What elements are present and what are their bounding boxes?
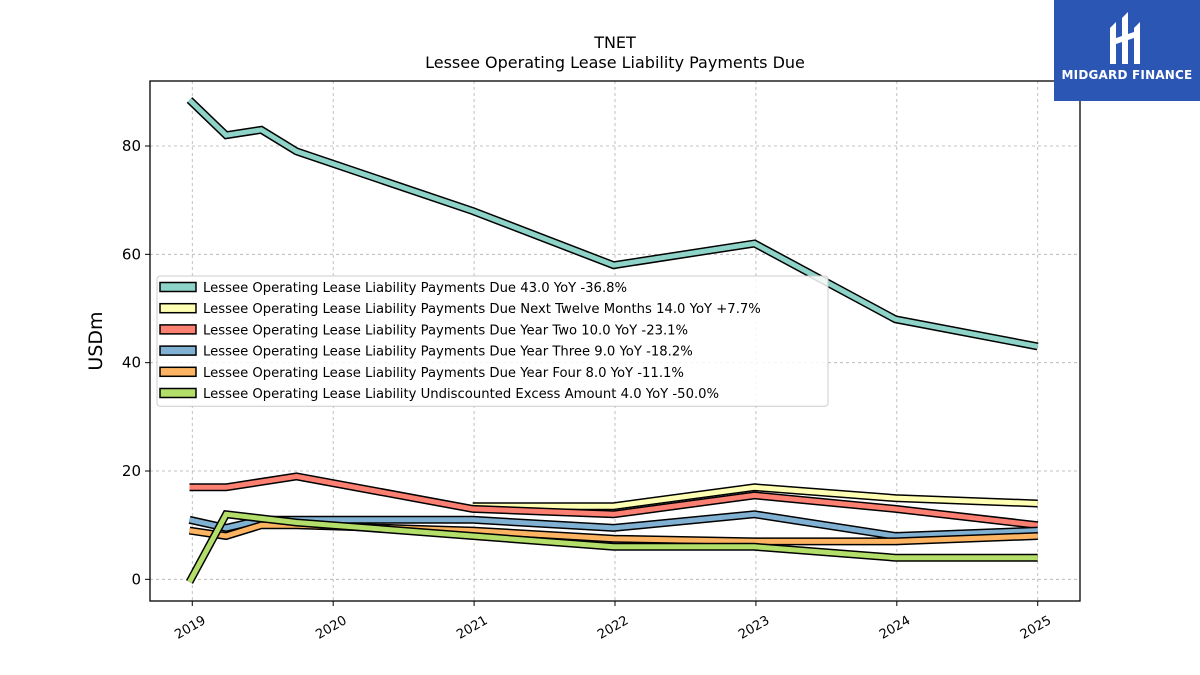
brand-logo: MIDGARD FINANCE	[1054, 0, 1200, 101]
y-tick-label: 40	[122, 354, 141, 372]
legend-item-6: Lessee Operating Lease Liability Undisco…	[159, 387, 719, 402]
series-line-6	[185, 510, 1038, 584]
legend-swatch	[159, 387, 197, 399]
legend-swatch	[159, 366, 197, 378]
legend: Lessee Operating Lease Liability Payment…	[156, 275, 829, 407]
legend-label: Lessee Operating Lease Liability Payment…	[203, 345, 693, 360]
x-tick-label: 2021	[454, 613, 490, 643]
legend-swatch	[159, 302, 197, 314]
y-axis-ticks: 0 20 40 60 80	[122, 137, 150, 588]
series-line-3	[189, 472, 1039, 530]
legend-label: Lessee Operating Lease Liability Undisco…	[203, 387, 719, 402]
brand-name: MIDGARD FINANCE	[1061, 68, 1193, 82]
series-line-1	[186, 97, 1039, 351]
y-tick-label: 20	[122, 462, 141, 480]
x-tick-label: 2019	[172, 613, 208, 643]
x-tick-label: 2023	[736, 613, 772, 643]
legend-label: Lessee Operating Lease Liability Payment…	[203, 323, 688, 338]
legend-label: Lessee Operating Lease Liability Payment…	[203, 281, 627, 296]
legend-item-4: Lessee Operating Lease Liability Payment…	[159, 345, 693, 360]
series-line-2	[472, 483, 1038, 511]
legend-item-2: Lessee Operating Lease Liability Payment…	[159, 302, 761, 317]
legend-box	[156, 275, 829, 407]
legend-item-1: Lessee Operating Lease Liability Payment…	[159, 281, 627, 296]
series-lines	[185, 97, 1039, 584]
legend-swatch	[159, 281, 197, 293]
y-tick-label: 80	[122, 137, 141, 155]
legend-label: Lessee Operating Lease Liability Payment…	[203, 366, 684, 381]
chart-title: TNET	[593, 33, 636, 52]
legend-swatch	[159, 345, 197, 356]
legend-swatch	[159, 324, 197, 335]
y-axis-label: USDm	[85, 311, 107, 370]
chart-subtitle: Lessee Operating Lease Liability Payment…	[425, 53, 805, 72]
x-tick-label: 2025	[1018, 613, 1054, 643]
series-line-4	[188, 510, 1038, 541]
brand-mark-icon	[1110, 12, 1140, 64]
series-line-5	[188, 521, 1038, 546]
x-tick-label: 2020	[313, 613, 349, 643]
x-tick-label: 2022	[595, 613, 631, 643]
legend-label: Lessee Operating Lease Liability Payment…	[203, 302, 761, 317]
x-axis-ticks: 2019 2020 2021 2022 2023 2024 2025	[172, 601, 1054, 643]
x-tick-label: 2024	[877, 613, 913, 643]
y-tick-label: 0	[131, 570, 141, 588]
legend-item-3: Lessee Operating Lease Liability Payment…	[159, 323, 688, 338]
legend-item-5: Lessee Operating Lease Liability Payment…	[159, 366, 684, 381]
y-tick-label: 60	[122, 245, 141, 263]
